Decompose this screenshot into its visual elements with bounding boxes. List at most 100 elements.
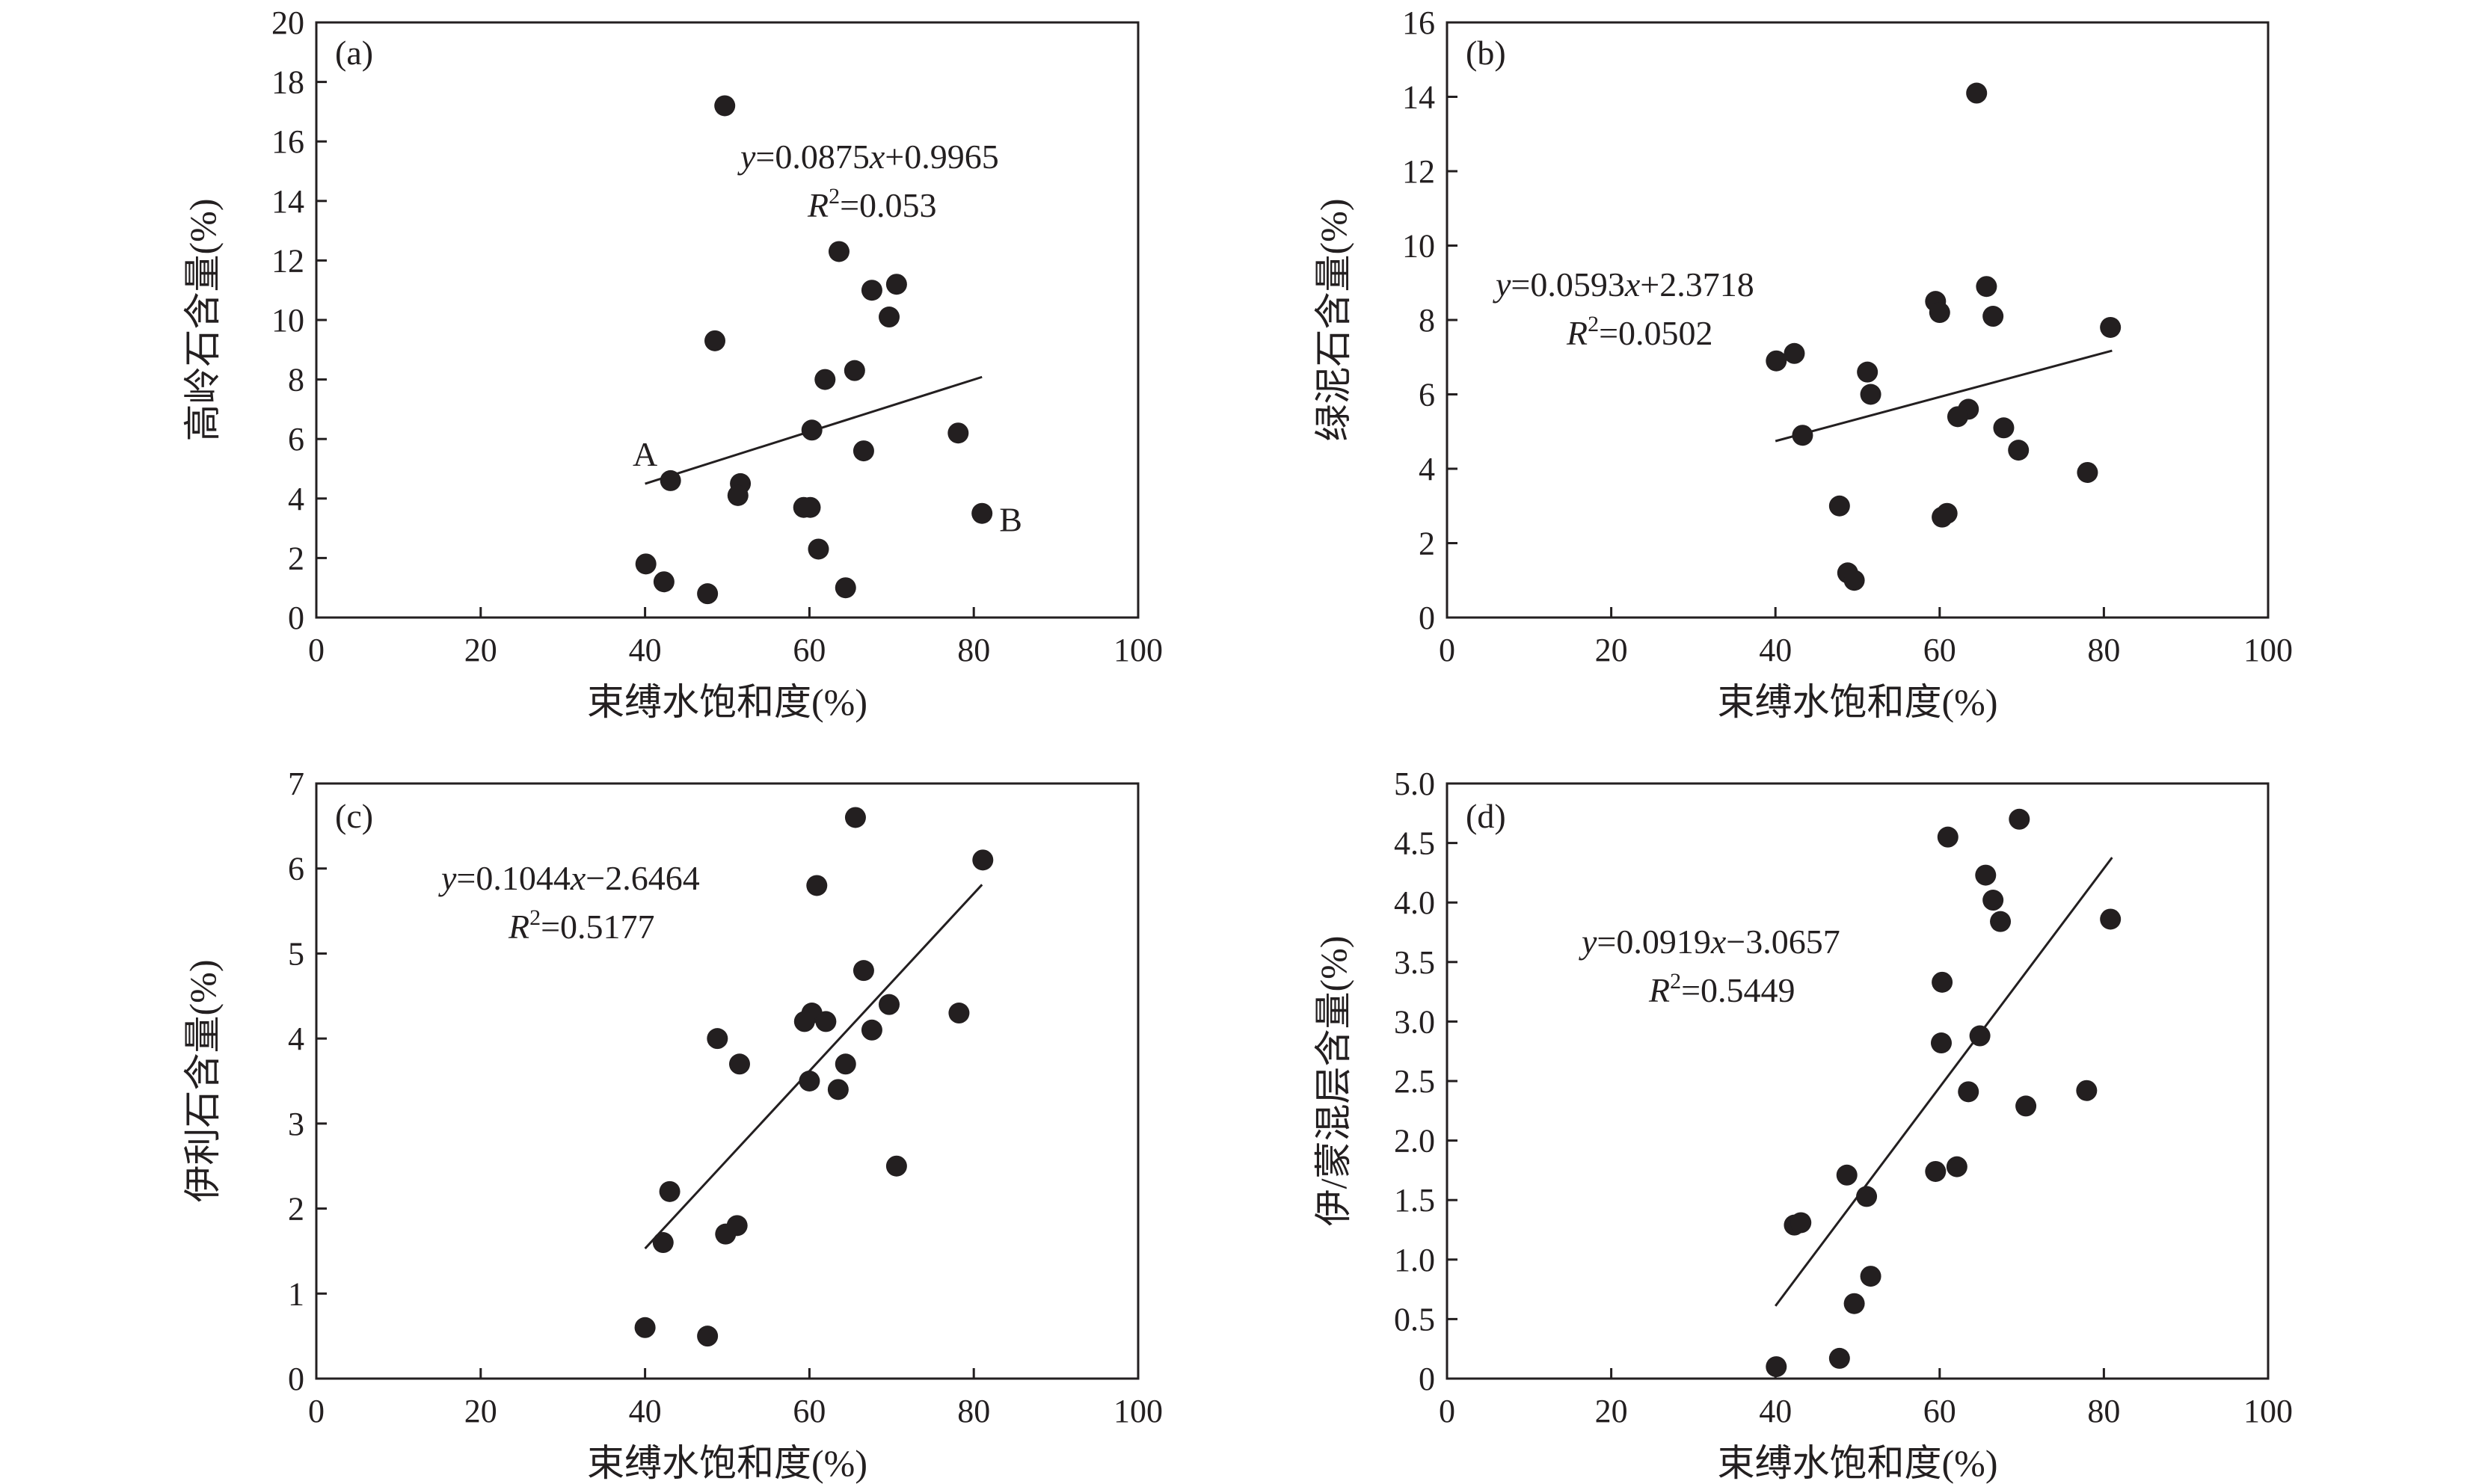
data-point bbox=[1929, 302, 1950, 323]
data-point bbox=[704, 330, 725, 351]
data-point bbox=[715, 1224, 736, 1245]
data-point bbox=[2100, 317, 2121, 338]
data-point bbox=[1861, 384, 1881, 405]
y-tick-label: 10 bbox=[271, 302, 304, 339]
data-point bbox=[861, 1020, 882, 1041]
data-point bbox=[1932, 972, 1953, 993]
y-tick-label: 0 bbox=[288, 600, 304, 636]
r-squared-value: =0.053 bbox=[840, 186, 936, 224]
y-tick-label: 2 bbox=[288, 540, 304, 576]
data-point bbox=[1982, 890, 2003, 911]
y-tick-label: 5 bbox=[288, 935, 304, 972]
x-tick-label: 40 bbox=[629, 632, 662, 668]
y-tick-label: 20 bbox=[271, 4, 304, 41]
x-tick-label: 20 bbox=[464, 1393, 497, 1429]
y-tick-label: 0 bbox=[288, 1361, 304, 1397]
data-point bbox=[1947, 1157, 1967, 1177]
equation-y: y bbox=[737, 138, 756, 176]
r-squared: R2=0.0502 bbox=[1566, 312, 1713, 352]
x-tick-label: 100 bbox=[2243, 1393, 2293, 1429]
r-squared-superscript: 2 bbox=[829, 184, 840, 209]
x-tick-label: 20 bbox=[1595, 632, 1628, 668]
y-tick-label: 3 bbox=[288, 1106, 304, 1142]
data-point bbox=[1837, 1165, 1858, 1186]
r-squared-value: =0.0502 bbox=[1599, 314, 1712, 352]
y-tick-label: 2 bbox=[288, 1191, 304, 1228]
y-tick-label: 1.0 bbox=[1394, 1242, 1435, 1278]
data-point bbox=[806, 875, 827, 896]
data-point bbox=[660, 470, 681, 491]
data-point bbox=[972, 849, 993, 870]
x-tick-label: 80 bbox=[2087, 632, 2120, 668]
data-point bbox=[853, 440, 874, 461]
r-squared: R2=0.5177 bbox=[508, 905, 655, 946]
equation-intercept: −2.6464 bbox=[586, 859, 699, 897]
data-point bbox=[1925, 1161, 1946, 1182]
data-point bbox=[947, 422, 968, 443]
data-point bbox=[1790, 1212, 1811, 1233]
y-tick-label: 12 bbox=[271, 242, 304, 279]
data-point bbox=[814, 369, 835, 390]
data-point bbox=[948, 1003, 969, 1023]
data-point bbox=[2009, 809, 2030, 830]
r-squared-superscript: 2 bbox=[529, 905, 541, 930]
y-tick-label: 2 bbox=[1419, 526, 1435, 562]
equation-y: y bbox=[1493, 265, 1511, 304]
x-tick-label: 40 bbox=[1759, 632, 1792, 668]
equation-x: x bbox=[1710, 923, 1727, 961]
x-tick-label: 60 bbox=[1923, 1393, 1956, 1429]
y-axis-title: 伊/蒙混层含量(%) bbox=[1312, 936, 1354, 1227]
equation-y: y bbox=[438, 859, 457, 897]
regression-line bbox=[645, 884, 983, 1249]
data-point bbox=[808, 538, 829, 559]
y-tick-label: 3.0 bbox=[1394, 1003, 1435, 1040]
data-point bbox=[1857, 362, 1878, 383]
y-tick-label: 14 bbox=[271, 183, 304, 220]
x-tick-label: 0 bbox=[1439, 1393, 1455, 1429]
data-point bbox=[1966, 83, 1987, 104]
data-point bbox=[1932, 507, 1953, 528]
data-point bbox=[1792, 425, 1813, 446]
data-point bbox=[799, 497, 820, 518]
panel-tag: (a) bbox=[335, 34, 373, 72]
data-point bbox=[1947, 406, 1968, 427]
equation-x: x bbox=[869, 138, 885, 176]
r-squared: R2=0.053 bbox=[807, 184, 937, 224]
y-axis-title: 高岭石含量(%) bbox=[182, 199, 224, 442]
y-tick-label: 6 bbox=[288, 851, 304, 887]
equation-slope: =0.0593 bbox=[1511, 265, 1624, 304]
equation-slope: =0.0919 bbox=[1597, 923, 1710, 961]
data-point bbox=[1784, 343, 1804, 364]
regression-equation: y=0.0919x−3.0657 bbox=[1579, 923, 1840, 961]
x-axis-title: 束缚水饱和度(%) bbox=[1718, 681, 1998, 723]
r-squared-superscript: 2 bbox=[1588, 312, 1599, 336]
data-point bbox=[802, 419, 823, 440]
data-point bbox=[2076, 1080, 2097, 1101]
x-tick-label: 60 bbox=[793, 1393, 826, 1429]
data-point bbox=[697, 583, 718, 604]
y-tick-label: 7 bbox=[288, 766, 304, 802]
data-point bbox=[653, 1232, 674, 1253]
data-point bbox=[2077, 462, 2098, 483]
y-tick-label: 4.5 bbox=[1394, 825, 1435, 862]
plot-frame bbox=[1447, 783, 2268, 1379]
y-tick-label: 6 bbox=[1419, 377, 1435, 413]
data-point bbox=[835, 577, 856, 598]
y-tick-label: 5.0 bbox=[1394, 766, 1435, 802]
r-squared-value: =0.5449 bbox=[1681, 971, 1795, 1009]
data-point bbox=[1975, 865, 1996, 886]
data-point bbox=[1766, 351, 1787, 372]
data-point bbox=[636, 553, 657, 574]
data-point bbox=[1766, 1356, 1787, 1377]
y-tick-label: 8 bbox=[1419, 302, 1435, 339]
x-tick-label: 100 bbox=[2243, 632, 2293, 668]
y-tick-label: 3.5 bbox=[1394, 944, 1435, 981]
r-squared-symbol: R bbox=[1648, 971, 1670, 1009]
equation-intercept: +2.3718 bbox=[1640, 265, 1754, 304]
data-point bbox=[835, 1053, 856, 1074]
data-point bbox=[844, 360, 865, 381]
plot-frame bbox=[316, 783, 1138, 1379]
y-tick-label: 6 bbox=[288, 421, 304, 458]
data-point bbox=[815, 1011, 836, 1032]
equation-slope: =0.1044 bbox=[456, 859, 570, 897]
